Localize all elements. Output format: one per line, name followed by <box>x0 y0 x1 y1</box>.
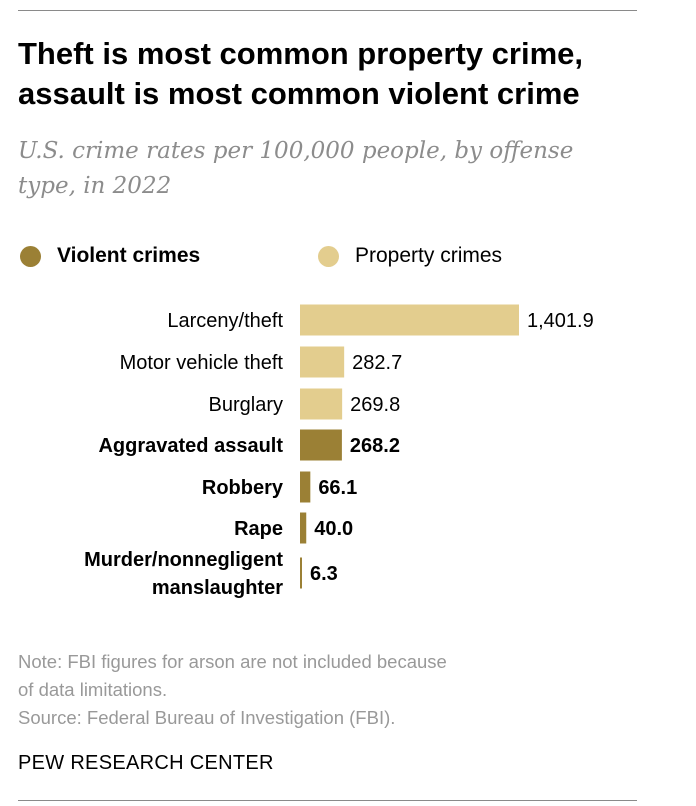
bar <box>300 471 311 503</box>
legend-label-violent: Violent crimes <box>57 244 201 267</box>
bar-chart: Larceny/theft 1,401.9 Motor vehicle theft 2… <box>84 304 594 599</box>
legend-swatch-property <box>318 245 339 267</box>
subtitle-line-2: type, in 2022 <box>18 173 172 199</box>
title-line-1: Theft is most common property crime, <box>18 36 583 71</box>
category-label: Robbery <box>202 477 284 499</box>
bar <box>300 429 342 461</box>
chart-subtitle: U.S. crime rates per 100,000 people, by … <box>18 134 648 204</box>
category-label: Burglary <box>209 394 283 416</box>
legend-swatch-violent <box>20 245 41 267</box>
bar <box>300 512 307 544</box>
value-label: 1,401.9 <box>527 310 594 332</box>
bottom-rule <box>18 800 637 801</box>
title-line-2: assault is most common violent crime <box>18 76 580 111</box>
chart-title: Theft is most common property crime, ass… <box>18 34 658 114</box>
chart-notes: Note: FBI figures for arson are not incl… <box>18 648 618 732</box>
category-label: Murder/nonnegligent manslaughter <box>84 549 283 599</box>
value-label: 40.0 <box>314 518 353 540</box>
note-line-1: Note: FBI figures for arson are not incl… <box>18 651 447 672</box>
source-line: Source: Federal Bureau of Investigation … <box>18 707 396 728</box>
top-rule <box>18 10 637 11</box>
value-label: 269.8 <box>350 394 400 416</box>
value-label: 268.2 <box>350 435 400 457</box>
bar <box>300 304 519 336</box>
subtitle-line-1: U.S. crime rates per 100,000 people, by … <box>18 138 574 164</box>
note-line-2: of data limitations. <box>18 679 168 700</box>
bar <box>300 346 345 378</box>
value-label: 6.3 <box>310 563 338 585</box>
legend-item-property: Property crimes <box>318 244 502 268</box>
brand-label: PEW RESEARCH CENTER <box>18 752 274 774</box>
legend-item-violent: Violent crimes <box>20 244 200 268</box>
value-label: 66.1 <box>318 477 357 499</box>
legend-label-property: Property crimes <box>355 244 503 267</box>
category-label: Rape <box>234 518 283 540</box>
category-label: Motor vehicle theft <box>120 352 284 374</box>
bar <box>300 557 302 589</box>
value-label: 282.7 <box>352 352 402 374</box>
category-label: Aggravated assault <box>98 435 283 457</box>
bar <box>300 388 343 420</box>
category-label: Larceny/theft <box>167 310 283 332</box>
